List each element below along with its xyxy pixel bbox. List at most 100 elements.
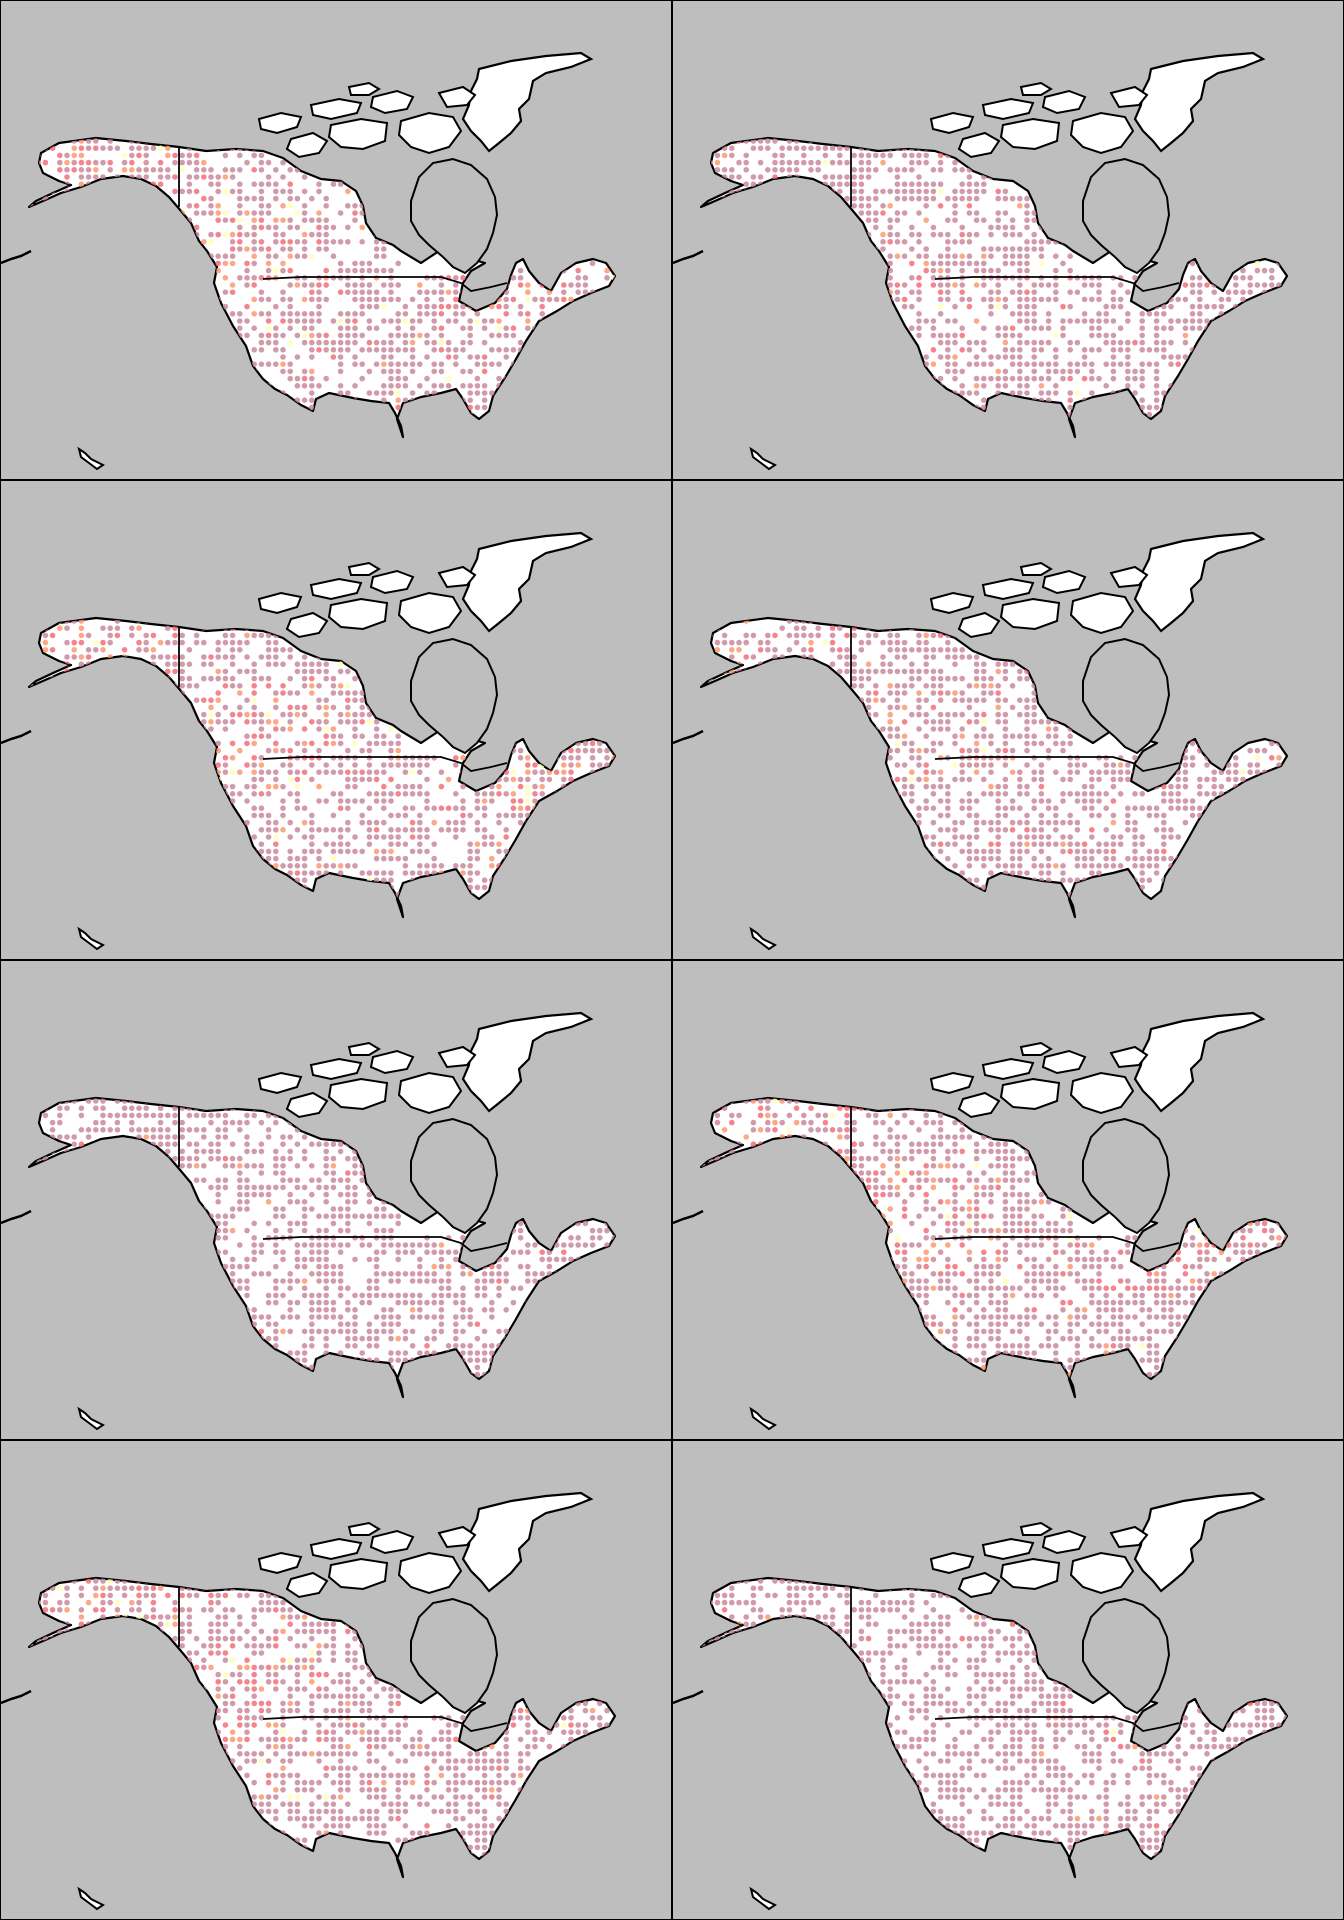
observation-dot [244, 260, 250, 267]
observation-dot [373, 740, 380, 747]
observation-dot [251, 246, 257, 252]
observation-dot [916, 282, 922, 288]
observation-dot [952, 339, 958, 346]
observation-dot [309, 231, 315, 238]
observation-dot [381, 819, 387, 826]
observation-dot [294, 661, 301, 667]
observation-dot [431, 805, 438, 811]
observation-dot [517, 339, 524, 346]
observation-dot [388, 282, 394, 288]
observation-dot [750, 181, 757, 187]
observation-dot [345, 267, 351, 274]
observation-dot [865, 174, 872, 180]
observation-dot [1175, 318, 1181, 324]
observation-dot [1254, 282, 1261, 288]
observation-dot [1024, 195, 1030, 202]
observation-dot [409, 769, 416, 775]
observation-dot [359, 224, 366, 231]
observation-dot [366, 390, 373, 396]
observation-dot [287, 318, 294, 324]
observation-dot [337, 805, 344, 811]
observation-dot [409, 783, 416, 790]
observation-dot [438, 383, 445, 389]
observation-dot [930, 167, 937, 173]
observation-dot [316, 217, 322, 223]
observation-dot [251, 231, 257, 238]
observation-dot [525, 325, 531, 332]
observation-dot [316, 239, 322, 245]
observation-dot [309, 289, 315, 296]
observation-dot [258, 762, 265, 768]
observation-dot [460, 311, 466, 317]
observation-dot [172, 632, 178, 639]
observation-dot [165, 661, 171, 667]
observation-dot [222, 654, 229, 660]
observation-dot [301, 740, 308, 747]
observation-dot [916, 253, 922, 259]
observation-dot [309, 762, 315, 768]
observation-dot [345, 332, 351, 339]
observation-dot [1103, 311, 1109, 317]
observation-dot [937, 289, 944, 296]
observation-dot [352, 325, 358, 332]
observation-dot [424, 296, 430, 303]
observation-dot [265, 325, 272, 332]
observation-dot [887, 167, 893, 173]
observation-dot [959, 368, 965, 375]
observation-dot [150, 632, 157, 639]
observation-dot [287, 217, 294, 223]
observation-dot [294, 776, 301, 783]
observation-dot [251, 152, 257, 159]
observation-dot [1146, 411, 1153, 418]
observation-dot [1067, 368, 1073, 375]
observation-dot [129, 152, 135, 159]
observation-dot [373, 819, 380, 826]
observation-dot [172, 159, 178, 166]
observation-dot [388, 791, 394, 797]
observation-dot [215, 253, 221, 259]
observation-dot [1125, 289, 1131, 296]
observation-dot [258, 217, 265, 223]
observation-dot [1153, 311, 1160, 317]
observation-dot [575, 275, 581, 281]
observation-dot [765, 145, 771, 151]
observation-dot [829, 174, 836, 180]
observation-dot [301, 239, 308, 245]
observation-dot [179, 188, 185, 195]
observation-dot [78, 174, 85, 180]
observation-dot [1017, 296, 1023, 303]
observation-dot [352, 210, 358, 216]
observation-dot [229, 231, 236, 238]
observation-dot [179, 632, 185, 639]
observation-dot [1009, 217, 1016, 223]
observation-dot [510, 798, 517, 804]
observation-dot [49, 647, 56, 653]
observation-dot [330, 318, 337, 324]
observation-dot [280, 368, 286, 375]
observation-dot [786, 159, 793, 166]
observation-dot [532, 296, 538, 303]
observation-dot [460, 325, 466, 332]
observation-dot [1218, 303, 1225, 310]
observation-dot [453, 819, 459, 826]
observation-dot [294, 798, 301, 804]
observation-dot [431, 289, 438, 296]
observation-dot [373, 239, 380, 245]
observation-dot [323, 347, 330, 353]
observation-dot [1002, 195, 1009, 202]
observation-dot [1002, 224, 1009, 231]
observation-dot [323, 798, 330, 804]
observation-dot [208, 719, 214, 725]
observation-dot [85, 654, 92, 660]
observation-dot [1189, 311, 1196, 317]
observation-dot [474, 383, 481, 389]
observation-dot [294, 783, 301, 790]
observation-dot [1182, 332, 1189, 339]
observation-dot [453, 361, 459, 368]
observation-dot [1074, 318, 1081, 324]
observation-dot [93, 647, 99, 653]
observation-dot [251, 661, 257, 667]
observation-dot [604, 275, 610, 281]
observation-dot [157, 181, 164, 187]
observation-dot [1067, 375, 1073, 382]
